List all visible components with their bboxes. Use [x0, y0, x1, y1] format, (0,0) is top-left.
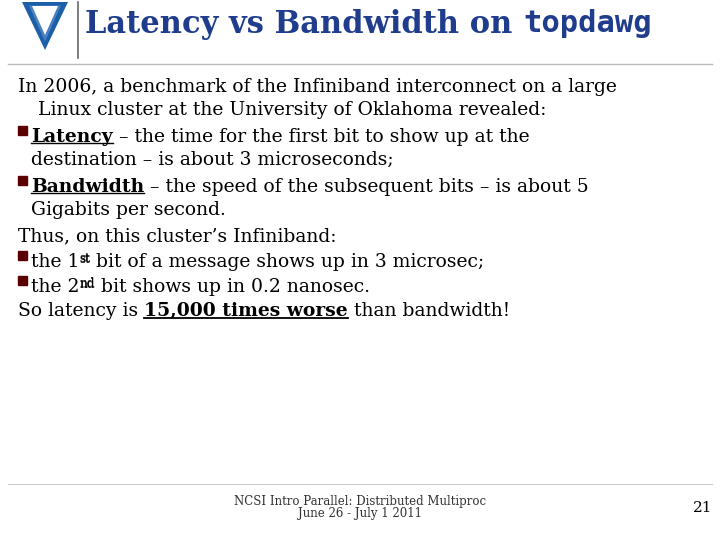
FancyBboxPatch shape	[18, 176, 27, 185]
Text: nd: nd	[79, 276, 95, 289]
FancyBboxPatch shape	[18, 276, 27, 285]
Text: st: st	[79, 252, 90, 265]
Text: Gigabits per second.: Gigabits per second.	[31, 201, 226, 219]
Text: In 2006, a benchmark of the Infiniband interconnect on a large: In 2006, a benchmark of the Infiniband i…	[18, 78, 617, 96]
Polygon shape	[29, 5, 61, 42]
Text: nd: nd	[79, 278, 95, 291]
Polygon shape	[22, 2, 68, 50]
Text: topdawg: topdawg	[523, 10, 652, 38]
Text: 15,000 times worse: 15,000 times worse	[144, 302, 348, 320]
Text: 21: 21	[693, 501, 713, 515]
Text: destination – is about 3 microseconds;: destination – is about 3 microseconds;	[31, 151, 394, 169]
Text: bit of a message shows up in 3 microsec;: bit of a message shows up in 3 microsec;	[90, 253, 485, 271]
Text: – the speed of the subsequent bits – is about 5: – the speed of the subsequent bits – is …	[144, 178, 589, 196]
Text: So latency is: So latency is	[18, 302, 144, 320]
Text: NCSI Intro Parallel: Distributed Multiproc: NCSI Intro Parallel: Distributed Multipr…	[234, 495, 486, 508]
Text: Latency: Latency	[31, 128, 113, 146]
Text: Linux cluster at the University of Oklahoma revealed:: Linux cluster at the University of Oklah…	[38, 101, 546, 119]
Text: the 2: the 2	[31, 278, 79, 296]
Text: the 1: the 1	[31, 253, 79, 271]
Text: – the time for the first bit to show up at the: – the time for the first bit to show up …	[113, 128, 529, 146]
Polygon shape	[32, 6, 58, 35]
Text: Bandwidth: Bandwidth	[31, 178, 144, 196]
FancyBboxPatch shape	[18, 126, 27, 135]
Text: nd: nd	[79, 278, 95, 291]
Text: Thus, on this cluster’s Infiniband:: Thus, on this cluster’s Infiniband:	[18, 228, 336, 246]
FancyBboxPatch shape	[18, 251, 27, 260]
Text: st: st	[79, 253, 90, 266]
Text: Latency vs Bandwidth on: Latency vs Bandwidth on	[85, 9, 523, 39]
Text: st: st	[79, 253, 90, 266]
Text: June 26 - July 1 2011: June 26 - July 1 2011	[298, 507, 422, 520]
Text: bit shows up in 0.2 nanosec.: bit shows up in 0.2 nanosec.	[95, 278, 370, 296]
Text: than bandwidth!: than bandwidth!	[348, 302, 510, 320]
